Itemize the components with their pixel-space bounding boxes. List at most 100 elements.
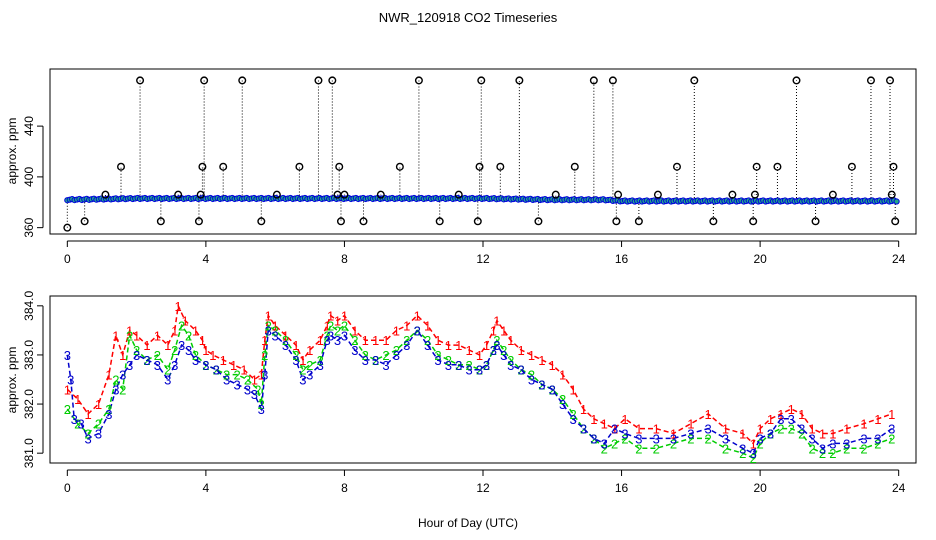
series-3-marker: 3: [164, 373, 171, 388]
series-2-marker: 2: [580, 422, 587, 437]
series-1-marker: 1: [476, 348, 483, 363]
series-2-marker: 2: [750, 451, 757, 466]
series-3-marker: 3: [84, 431, 91, 446]
series-2-marker: 2: [874, 436, 881, 451]
x-tick-label: 16: [615, 481, 629, 495]
outlier-point: [749, 217, 758, 226]
top-panel-ylabel: approx. ppm: [5, 118, 19, 185]
series-2-marker: 2: [112, 373, 119, 388]
series-1-marker: 1: [549, 358, 556, 373]
outlier-point: [614, 190, 623, 199]
outlier-point: [196, 190, 205, 199]
outlier-point: [551, 190, 560, 199]
series-3-marker: 3: [860, 431, 867, 446]
series-2-marker: 2: [466, 358, 473, 373]
series-3-marker: 3: [213, 363, 220, 378]
outlier-point: [750, 190, 759, 199]
series-3-marker: 3: [341, 328, 348, 343]
outlier-point: [80, 217, 89, 226]
bottom-panel-frame: [49, 295, 917, 464]
series-2-marker: 2: [362, 348, 369, 363]
series-2-marker: 2: [687, 431, 694, 446]
series-2-marker: 2: [341, 318, 348, 333]
series-3-marker: 3: [244, 382, 251, 397]
series-2-marker: 2: [788, 422, 795, 437]
series-3-marker: 3: [611, 422, 618, 437]
series-2-marker: 2: [528, 368, 535, 383]
series-1-marker: 1: [220, 353, 227, 368]
series-2-marker: 2: [798, 427, 805, 442]
outlier-point: [335, 162, 344, 171]
outlier-point: [257, 217, 266, 226]
series-2-marker: 2: [292, 348, 299, 363]
x-tick-label: 16: [615, 252, 629, 266]
series-2-marker: 2: [265, 318, 272, 333]
series-2-marker: 2: [757, 436, 764, 451]
series-3-marker: 3: [133, 348, 140, 363]
series-2-marker: 2: [143, 353, 150, 368]
series-1-marker: 1: [611, 422, 618, 437]
outlier-point: [690, 76, 699, 85]
series-3-marker: 3: [223, 373, 230, 388]
series-1-marker: 1: [687, 417, 694, 432]
x-tick-label: 24: [892, 252, 906, 266]
series-3-marker: 3: [843, 436, 850, 451]
series-2-marker: 2: [334, 323, 341, 338]
series-1-marker: 1: [767, 412, 774, 427]
series-2-marker: 2: [559, 392, 566, 407]
x-tick-label: 8: [341, 481, 348, 495]
series-1-marker: 1: [874, 412, 881, 427]
series-3-marker: 3: [233, 377, 240, 392]
top-panel-axes: 0 4 8 12 16 20 24 360 400 440: [22, 116, 906, 266]
chart-title: NWR_120918 CO2 Timeseries: [379, 10, 558, 25]
outlier-point: [328, 76, 337, 85]
series-1-marker: 1: [240, 363, 247, 378]
series-1-marker: 1: [334, 314, 341, 329]
outlier-point: [866, 76, 875, 85]
outlier-point: [887, 190, 896, 199]
series-3-marker: 3: [722, 431, 729, 446]
outlier-point: [891, 217, 900, 226]
series-2-marker: 2: [517, 363, 524, 378]
series-2-marker: 2: [282, 333, 289, 348]
series-3-marker: 3: [251, 387, 258, 402]
series-2-marker: 2: [95, 417, 102, 432]
series-1-marker: 1: [258, 368, 265, 383]
series-3-marker: 3: [466, 363, 473, 378]
series-3-marker: 3: [757, 431, 764, 446]
x-tick-label: 4: [203, 481, 210, 495]
series-3-marker: 3: [393, 348, 400, 363]
outlier-point: [200, 76, 209, 85]
series-3-marker: 3: [569, 412, 576, 427]
series-2-marker: 2: [327, 318, 334, 333]
series-1-marker: 1: [74, 392, 81, 407]
outlier-point: [101, 190, 110, 199]
series-2-marker: 2: [403, 333, 410, 348]
series-3-marker: 3: [750, 446, 757, 461]
series-1-marker: 1: [424, 318, 431, 333]
series-2-marker: 2: [261, 348, 268, 363]
series-3-marker: 3: [261, 368, 268, 383]
series-1-marker: 1: [199, 333, 206, 348]
series-3-marker: 3: [739, 441, 746, 456]
outlier-point: [889, 162, 898, 171]
series-2-marker: 2: [611, 436, 618, 451]
series-3-marker: 3: [64, 348, 71, 363]
series-2-marker: 2: [538, 377, 545, 392]
series-3-marker: 3: [507, 358, 514, 373]
series-1-marker: 1: [434, 333, 441, 348]
series-2-marker: 2: [705, 431, 712, 446]
series-1-marker: 1: [119, 348, 126, 363]
top-panel-marks: [63, 76, 900, 232]
series-3-marker: 3: [143, 353, 150, 368]
outlier-point: [198, 162, 207, 171]
series-2-marker: 2: [244, 373, 251, 388]
series-1-marker: 1: [112, 328, 119, 343]
series-1-marker: 1: [705, 407, 712, 422]
series-2-marker: 2: [843, 441, 850, 456]
outlier-point: [634, 217, 643, 226]
x-tick-label: 20: [753, 252, 767, 266]
series-3-marker: 3: [71, 412, 78, 427]
series-3-marker: 3: [324, 333, 331, 348]
